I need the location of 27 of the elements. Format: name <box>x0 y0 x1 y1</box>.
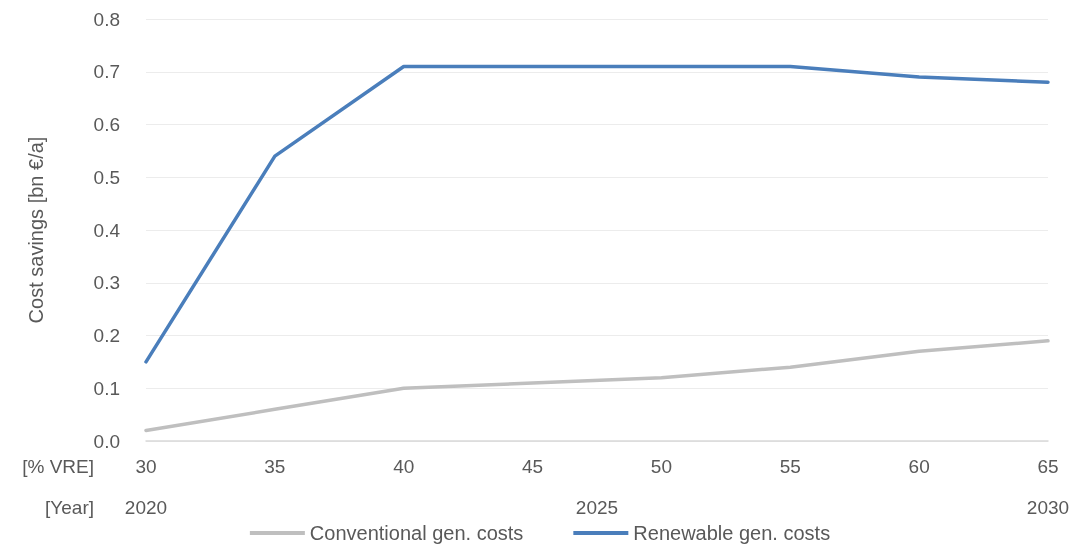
y-tick-label: 0.4 <box>93 219 121 241</box>
line-series <box>144 64 1050 364</box>
x-tick-label: 60 <box>908 456 930 477</box>
legend-label: Renewable gen. costs <box>633 522 831 544</box>
x-tick-label: 35 <box>264 456 286 477</box>
x-tick-label: 50 <box>650 456 672 477</box>
x-tick-label: 55 <box>779 456 801 477</box>
x2-tick-label: 2030 <box>1026 497 1070 518</box>
x2-axis-title: [Year] <box>45 497 94 518</box>
y-tick-label: 0.8 <box>93 8 120 30</box>
y-tick-label: 0.7 <box>93 61 120 83</box>
y-tick-label: 0.2 <box>93 325 120 346</box>
x-axis-title: [% VRE] <box>22 456 94 477</box>
x-tick-label: 65 <box>1037 456 1059 477</box>
y-axis-title: Cost savings [bn €/a] <box>25 136 47 324</box>
x-tick-label: 40 <box>393 456 415 477</box>
line-series <box>144 339 1050 433</box>
x2-tick-label: 2020 <box>124 497 168 518</box>
y-tick-label: 0.5 <box>93 166 120 188</box>
x2-tick-label: 2025 <box>575 497 619 518</box>
y-tick-label: 0.6 <box>93 114 120 135</box>
legend-label: Conventional gen. costs <box>309 522 524 544</box>
x-tick-label: 45 <box>522 456 544 477</box>
x-tick-label: 30 <box>135 456 157 477</box>
y-tick-label: 0.0 <box>93 430 120 452</box>
y-tick-label: 0.3 <box>93 272 120 294</box>
y-tick-label: 0.1 <box>93 377 120 399</box>
